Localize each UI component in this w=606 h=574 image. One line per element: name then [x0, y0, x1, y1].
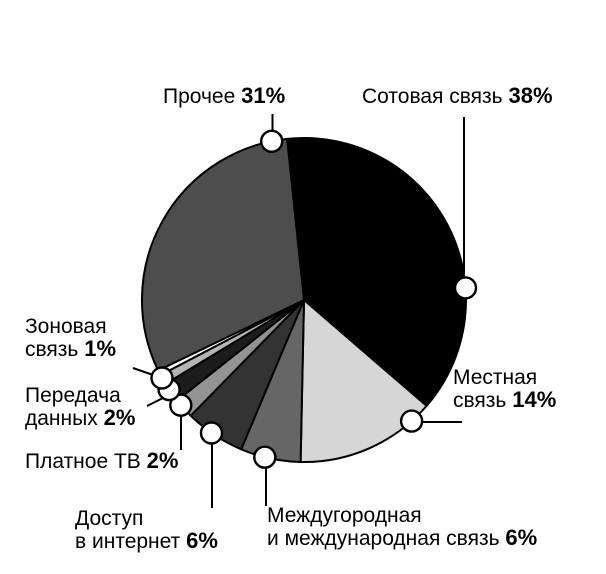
callout-internet-value: 6% — [186, 528, 218, 553]
slice-marker-6 — [150, 366, 174, 390]
pie-slice-7 — [140, 137, 305, 372]
callout-longdist-line1: Междугородная — [267, 504, 422, 527]
callout-cellular-value: 38% — [508, 83, 553, 108]
callout-local-line1: Местная — [453, 366, 538, 389]
pie-slice-0 — [286, 137, 467, 407]
callout-other-label: Прочее — [163, 85, 236, 108]
callout-cellular: Сотовая связь 38% — [362, 85, 553, 108]
callout-paytv-value: 2% — [146, 448, 179, 473]
callout-longdist-value: 6% — [505, 525, 538, 550]
callout-longdist: Междугородная и международная связь 6% — [267, 505, 537, 550]
callout-data-transfer-value: 2% — [103, 405, 136, 430]
slice-marker-7 — [260, 129, 284, 154]
callout-internet: Доступ в интернет 6% — [75, 508, 218, 553]
callout-zone: Зоновая связь 1% — [25, 316, 116, 361]
callout-data-transfer: Передача данных 2% — [25, 385, 135, 430]
callout-local-value: 14% — [512, 387, 557, 412]
callout-zone-line2: связь 1% — [25, 336, 117, 361]
slice-marker-2 — [253, 445, 277, 469]
callout-paytv: Платное ТВ 2% — [25, 450, 178, 473]
slice-marker-0 — [453, 276, 478, 300]
callout-paytv-label: Платное ТВ — [25, 450, 141, 473]
callout-other: Прочее 31% — [163, 85, 285, 108]
callout-data-transfer-line2: данных 2% — [25, 405, 136, 430]
slice-marker-3 — [199, 421, 224, 445]
callout-data-transfer-line1: Передача — [25, 384, 121, 407]
callout-local: Местная связь 14% — [453, 367, 556, 412]
callout-cellular-label: Сотовая связь — [362, 85, 503, 108]
callout-local-line2: связь 14% — [453, 387, 557, 412]
callout-internet-line2: в интернет 6% — [75, 528, 218, 553]
callout-zone-line1: Зоновая — [25, 315, 107, 338]
callout-zone-value: 1% — [84, 336, 117, 361]
callout-other-value: 31% — [241, 83, 286, 108]
slice-marker-4 — [169, 393, 193, 417]
slice-marker-1 — [399, 409, 424, 433]
callout-longdist-line2: и международная связь 6% — [267, 525, 538, 550]
callout-internet-line1: Доступ — [75, 507, 144, 530]
